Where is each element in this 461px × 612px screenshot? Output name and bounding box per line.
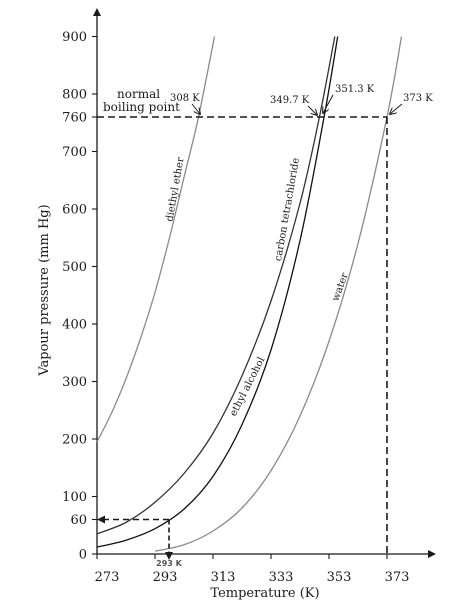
boiling-point-label-349-7-K: 349.7 K — [270, 95, 310, 106]
series-ethyl-alcohol-line — [96, 36, 339, 548]
x-axis-title: Temperature (K) — [210, 586, 319, 601]
y-axis-title: Vapour pressure (mm Hg) — [37, 204, 52, 376]
boiling-point-label-373-K: 373 K — [403, 93, 433, 104]
x-tick-label-273: 273 — [95, 570, 120, 585]
x-tick-label-333: 333 — [269, 570, 294, 585]
boiling-point-arrow-373-K — [390, 103, 403, 114]
boiling-point-arrow-351-3-K — [323, 94, 334, 113]
ticks: 0 60 100 200 300 400 500 600 700 760 800 900 273 293 3… — [62, 30, 409, 585]
boiling-point-arrow-349-7-K — [307, 105, 317, 115]
x-tick-label-313: 313 — [211, 570, 236, 585]
y-tick-label-0: 0 — [79, 548, 87, 563]
series-water-line — [154, 36, 403, 552]
y-tick-label-400: 400 — [62, 318, 87, 333]
y-tick-label-500: 500 — [62, 260, 87, 275]
normal-boiling-point-label-line1: normal — [117, 87, 160, 101]
y-tick-label-700: 700 — [62, 145, 87, 160]
series-water-label: water — [330, 271, 350, 302]
axes — [93, 8, 436, 558]
series-carbon-tetrachloride-line — [96, 36, 336, 535]
y-tick-label-200: 200 — [62, 433, 87, 448]
y-tick-label-600: 600 — [62, 203, 87, 218]
boiling-point-label-351-3-K: 351.3 K — [335, 84, 375, 95]
y-tick-label-760: 760 — [62, 111, 87, 126]
x-tick-label-293: 293 — [153, 570, 178, 585]
series-diethyl-ether-line — [96, 36, 216, 443]
y-tick-label-300: 300 — [62, 375, 87, 390]
normal-boiling-point-label-line2: boiling point — [103, 100, 180, 114]
y-tick-label-800: 800 — [62, 88, 87, 103]
x-tick-label-373: 373 — [385, 570, 410, 585]
boiling-point-arrow-308-K — [191, 103, 200, 114]
y-tick-label-900: 900 — [62, 30, 87, 45]
low-point-label: 293 K — [156, 559, 182, 568]
boiling-point-label-308-K: 308 K — [170, 93, 200, 104]
y-tick-label-60: 60 — [70, 513, 87, 528]
series-diethyl-ether-label: diethyl ether — [164, 156, 186, 222]
x-tick-label-353: 353 — [327, 570, 352, 585]
y-tick-label-100: 100 — [62, 490, 87, 505]
series-ethyl-alcohol-label: ethyl alcohol — [228, 355, 267, 418]
